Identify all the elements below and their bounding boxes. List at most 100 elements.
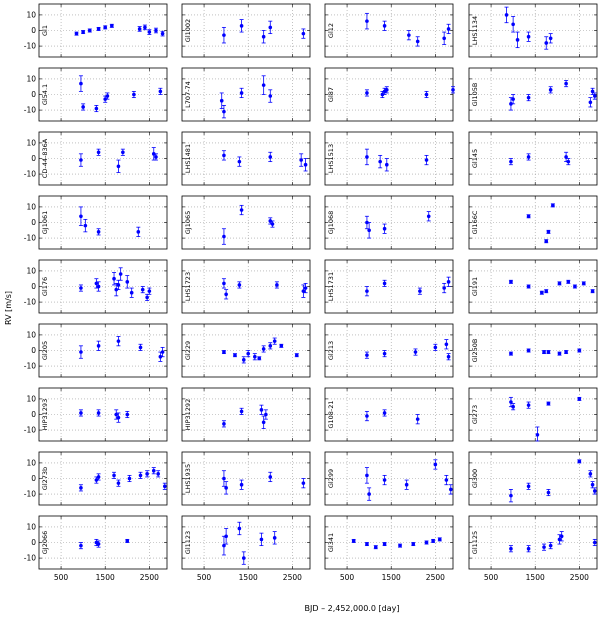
data-point bbox=[509, 493, 513, 498]
panel: Gl87 bbox=[324, 67, 455, 122]
data-point bbox=[367, 228, 371, 233]
panel: 10 0 -10 Gl176 bbox=[24, 259, 168, 314]
data-point bbox=[446, 27, 451, 31]
data-point bbox=[365, 353, 369, 357]
panel-star-name: LHS1134 bbox=[471, 16, 479, 45]
data-point bbox=[411, 542, 416, 546]
x-tick-label: 1500 bbox=[382, 573, 401, 582]
data-point bbox=[79, 81, 83, 86]
data-point bbox=[136, 230, 141, 234]
data-point bbox=[237, 526, 242, 531]
data-point bbox=[257, 356, 262, 361]
panel: HIP31292 bbox=[181, 387, 311, 442]
panel-star-name: Gl1002 bbox=[184, 19, 192, 42]
data-point bbox=[444, 478, 449, 482]
x-tick-label: 500 bbox=[197, 573, 212, 582]
data-point bbox=[526, 214, 531, 219]
x-tick-label: 2500 bbox=[140, 573, 159, 582]
data-point bbox=[261, 83, 266, 87]
data-point bbox=[222, 543, 226, 548]
data-point bbox=[511, 22, 515, 27]
panel-star-name: GJ1068 bbox=[327, 211, 335, 235]
panel: 10 0 -10 CD-44-836A bbox=[24, 131, 168, 186]
data-point bbox=[566, 280, 571, 284]
panel-star-name: LHS1481 bbox=[184, 144, 192, 173]
data-point bbox=[546, 490, 551, 495]
data-point bbox=[446, 280, 451, 284]
data-point bbox=[542, 545, 546, 549]
data-point bbox=[222, 109, 226, 114]
panel-star-name: Gl229 bbox=[184, 341, 192, 360]
data-point bbox=[116, 481, 121, 485]
panel: Gl299 bbox=[324, 451, 454, 506]
data-point bbox=[83, 223, 88, 228]
panel-star-name: Gl213 bbox=[327, 341, 335, 360]
data-point bbox=[138, 345, 143, 350]
data-point bbox=[526, 403, 531, 407]
data-point bbox=[116, 415, 121, 420]
data-point bbox=[261, 420, 266, 425]
x-tick-label: 2500 bbox=[426, 573, 445, 582]
data-point bbox=[526, 546, 531, 551]
data-point bbox=[125, 412, 130, 417]
x-tick-label: 500 bbox=[484, 573, 499, 582]
data-point bbox=[158, 89, 163, 94]
x-tick-label: 500 bbox=[340, 573, 355, 582]
data-point bbox=[413, 350, 418, 354]
data-point bbox=[424, 92, 429, 97]
data-point bbox=[301, 31, 306, 36]
panel-star-name: Gl87 bbox=[327, 87, 335, 102]
data-point bbox=[548, 88, 553, 92]
x-tick-label: 2500 bbox=[570, 573, 589, 582]
data-point bbox=[79, 350, 83, 354]
data-point bbox=[581, 281, 586, 286]
data-point bbox=[239, 208, 244, 212]
data-point bbox=[415, 39, 420, 44]
data-point bbox=[147, 289, 152, 293]
data-point bbox=[239, 409, 244, 414]
y-tick-label: 10 bbox=[26, 203, 36, 212]
data-point bbox=[222, 281, 226, 286]
data-point bbox=[509, 280, 513, 284]
x-tick-label: 1500 bbox=[96, 573, 115, 582]
data-point bbox=[365, 414, 369, 418]
data-point bbox=[116, 283, 121, 287]
data-point bbox=[590, 289, 595, 293]
data-point bbox=[264, 412, 268, 417]
data-point bbox=[127, 476, 132, 481]
panel-star-name: LHS1723 bbox=[184, 272, 192, 301]
data-point bbox=[546, 230, 551, 234]
panel-star-name: Gl1 bbox=[41, 25, 49, 36]
data-point bbox=[129, 290, 134, 295]
data-point bbox=[270, 222, 275, 226]
data-point bbox=[81, 30, 85, 34]
panel: 10 0 -10 HIP31293 bbox=[24, 387, 168, 442]
data-point bbox=[224, 292, 228, 297]
y-tick-label: 10 bbox=[26, 523, 36, 532]
data-point bbox=[398, 543, 402, 548]
data-point bbox=[140, 287, 145, 292]
data-point bbox=[380, 92, 385, 97]
data-point bbox=[590, 89, 595, 94]
data-point bbox=[504, 13, 509, 17]
data-point bbox=[544, 289, 549, 293]
data-point bbox=[261, 34, 266, 39]
data-point bbox=[592, 489, 597, 493]
data-point bbox=[114, 287, 119, 292]
data-point bbox=[112, 473, 116, 478]
panel: 10 0 -10 Gl54.1 bbox=[24, 67, 168, 122]
y-tick-label: 10 bbox=[26, 75, 36, 84]
data-point bbox=[96, 284, 101, 289]
data-point bbox=[365, 91, 369, 95]
data-point bbox=[112, 276, 116, 281]
data-point bbox=[222, 234, 226, 239]
data-point bbox=[557, 537, 562, 542]
panel: Gl229 bbox=[181, 323, 311, 378]
data-point bbox=[143, 25, 147, 30]
data-point bbox=[147, 30, 152, 34]
data-point bbox=[222, 153, 226, 158]
y-tick-label: 0 bbox=[31, 282, 36, 291]
y-tick-label: 0 bbox=[31, 26, 36, 35]
data-point bbox=[511, 404, 515, 409]
data-point bbox=[239, 482, 244, 487]
